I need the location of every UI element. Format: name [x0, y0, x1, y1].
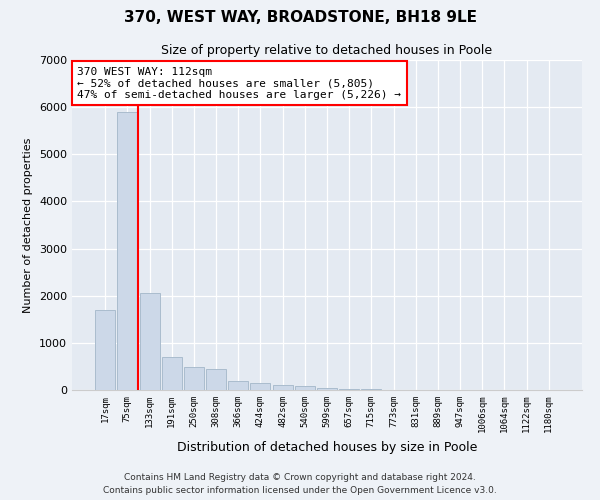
X-axis label: Distribution of detached houses by size in Poole: Distribution of detached houses by size …: [177, 441, 477, 454]
Bar: [317, 388, 337, 390]
Title: Size of property relative to detached houses in Poole: Size of property relative to detached ho…: [161, 44, 493, 58]
Text: 370 WEST WAY: 112sqm
← 52% of detached houses are smaller (5,805)
47% of semi-de: 370 WEST WAY: 112sqm ← 52% of detached h…: [77, 66, 401, 100]
Bar: [206, 369, 226, 390]
Bar: [295, 386, 315, 390]
Bar: [140, 294, 160, 390]
Bar: [272, 385, 293, 390]
Bar: [184, 368, 204, 390]
Text: 370, WEST WAY, BROADSTONE, BH18 9LE: 370, WEST WAY, BROADSTONE, BH18 9LE: [124, 10, 476, 25]
Bar: [95, 310, 115, 390]
Bar: [118, 112, 137, 390]
Bar: [361, 389, 382, 390]
Text: Contains HM Land Registry data © Crown copyright and database right 2024.
Contai: Contains HM Land Registry data © Crown c…: [103, 474, 497, 495]
Bar: [250, 383, 271, 390]
Y-axis label: Number of detached properties: Number of detached properties: [23, 138, 34, 312]
Bar: [162, 357, 182, 390]
Bar: [228, 380, 248, 390]
Bar: [339, 388, 359, 390]
